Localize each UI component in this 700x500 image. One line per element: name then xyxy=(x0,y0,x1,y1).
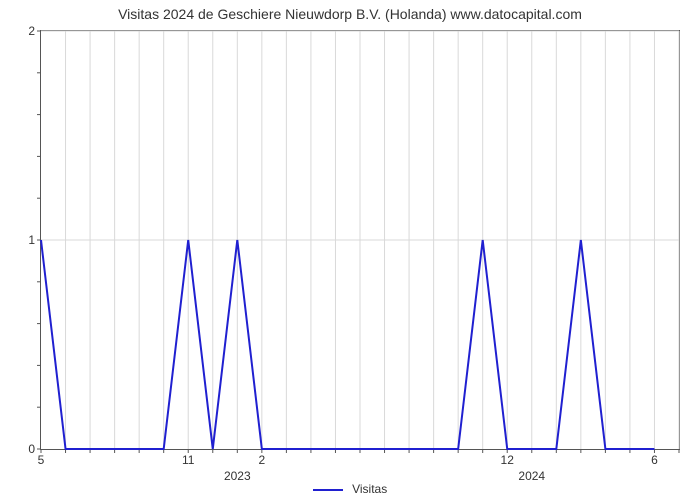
chart-svg xyxy=(41,31,679,449)
x-tick-label: 6 xyxy=(651,453,658,467)
legend-swatch xyxy=(313,489,343,491)
legend-label: Visitas xyxy=(352,482,387,496)
x-year-label: 2023 xyxy=(224,469,251,483)
chart-container: Visitas 2024 de Geschiere Nieuwdorp B.V.… xyxy=(0,0,700,500)
x-tick-label: 2 xyxy=(259,453,266,467)
y-tick-label: 1 xyxy=(28,233,35,247)
x-year-label: 2024 xyxy=(518,469,545,483)
visits-line xyxy=(41,240,654,449)
chart-title: Visitas 2024 de Geschiere Nieuwdorp B.V.… xyxy=(0,6,700,22)
y-tick-label: 2 xyxy=(28,24,35,38)
x-tick-label: 11 xyxy=(182,453,194,467)
legend: Visitas xyxy=(0,482,700,496)
y-tick-label: 0 xyxy=(28,442,35,456)
x-tick-label: 5 xyxy=(38,453,45,467)
plot-area: 012511212620232024 xyxy=(40,30,680,450)
x-tick-label: 12 xyxy=(501,453,514,467)
